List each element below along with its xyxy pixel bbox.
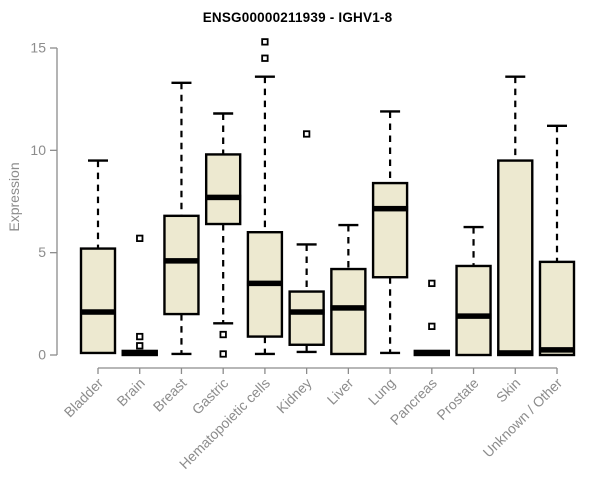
median-bar [372,205,409,212]
box-breast [163,81,200,356]
iqr-box [455,264,492,357]
median-bar [455,313,492,319]
box-lung [371,110,409,355]
outlier-point [219,350,227,358]
x-tick-label: Liver [324,375,357,408]
iqr-box [538,260,576,357]
outlier-point [219,330,227,339]
iqr-box [288,290,325,346]
outlier-point [136,342,144,350]
x-tick-label: Brain [113,375,147,409]
x-tick-label: Kidney [273,375,315,417]
y-tick-label: 15 [30,40,46,56]
box-kidney [288,130,325,354]
box-hematopoietic-cells [246,38,284,356]
x-tick-label: Prostate [433,375,481,423]
iqr-box [330,267,367,356]
box-pancreas [413,279,451,357]
median-bar [497,350,534,356]
y-tick-label: 5 [38,244,46,260]
median-bar [413,350,450,356]
box-gastric [204,112,242,358]
median-bar [163,258,200,264]
x-tick-label: Bladder [61,375,107,421]
median-bar [246,280,283,287]
iqr-box [497,159,534,357]
outlier-point [261,54,269,62]
iqr-box [163,214,200,316]
outlier-point [261,38,269,46]
outlier-point [136,332,144,341]
iqr-box [371,181,409,279]
y-tick-label: 10 [30,142,46,158]
median-bar [121,350,158,356]
iqr-box [204,153,242,226]
box-prostate [455,225,492,357]
x-tick-label: Unknown / Other [480,375,566,461]
x-tick-label: Lung [365,375,398,408]
chart-title: ENSG00000211939 - IGHV1-8 [202,10,393,25]
box-bladder [79,159,117,355]
x-tick-label: Breast [150,375,190,415]
box-unknown-other [538,124,576,357]
y-tick-label: 0 [38,347,46,363]
box-skin [497,75,534,357]
box-brain [121,234,158,357]
outlier-point [428,279,436,288]
median-bar [539,347,575,353]
iqr-box [79,247,117,355]
box-liver [330,223,367,356]
median-bar [330,305,367,311]
median-bar [80,309,116,315]
median-bar [288,309,325,315]
outlier-point [428,322,436,330]
median-bar [205,194,242,201]
x-tick-label: Skin [493,375,524,406]
outlier-point [302,130,311,138]
outlier-point [136,234,144,242]
